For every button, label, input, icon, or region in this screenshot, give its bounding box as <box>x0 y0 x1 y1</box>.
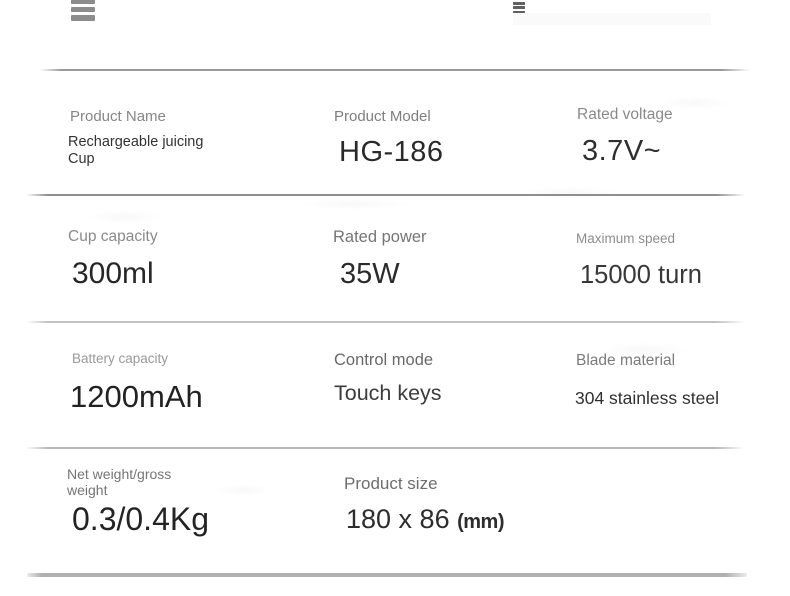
hamburger-bar <box>71 15 95 21</box>
faint-highlight-band <box>513 13 711 25</box>
spec-label-battery-capacity: Battery capacity <box>72 351 169 366</box>
spec-value-rated-voltage: 3.7V~ <box>582 135 662 167</box>
divider-after-row-2 <box>26 321 745 323</box>
spec-value-blade-material: 304 stainless steel <box>575 388 719 408</box>
hamburger-icon <box>71 0 95 21</box>
divider-after-row-3 <box>26 447 745 449</box>
spec-value-product-name: Rechargeable juicing Cup <box>68 134 204 167</box>
hamburger-icon-small <box>513 2 525 14</box>
artifact-smudge <box>660 96 730 110</box>
spec-label-product-model: Product Model <box>334 108 431 125</box>
artifact-smudge <box>600 342 690 358</box>
spec-value-cup-capacity: 300ml <box>72 257 154 290</box>
spec-value-battery-capacity: 1200mAh <box>70 379 203 414</box>
spec-label-blade-material: Blade material <box>576 352 676 369</box>
product-size-unit: (mm) <box>457 511 504 533</box>
hamburger-bar <box>513 6 525 9</box>
spec-label-control-mode: Control mode <box>334 351 434 369</box>
bottom-bar <box>27 573 747 577</box>
spec-label-cup-capacity: Cup capacity <box>68 228 158 245</box>
spec-label-rated-power: Rated power <box>333 228 427 246</box>
divider-top <box>40 69 750 71</box>
spec-label-net-gross-weight: Net weight/gross weight <box>67 466 172 498</box>
product-size-number: 180 x 86 <box>346 504 458 534</box>
spec-value-maximum-speed: 15000 turn <box>580 261 702 289</box>
spec-label-product-size: Product size <box>344 474 438 493</box>
artifact-smudge <box>300 198 410 210</box>
hamburger-bar <box>513 2 525 5</box>
spec-label-product-name: Product Name <box>70 108 166 125</box>
divider-after-row-1 <box>26 194 745 196</box>
spec-value-product-size: 180 x 86 (mm) <box>346 504 504 535</box>
artifact-smudge <box>520 186 620 200</box>
spec-value-net-gross-weight: 0.3/0.4Kg <box>72 501 209 537</box>
hamburger-bar <box>513 10 525 14</box>
spec-value-rated-power: 35W <box>340 258 400 290</box>
spec-label-rated-voltage: Rated voltage <box>577 106 673 123</box>
spec-label-maximum-speed: Maximum speed <box>576 231 676 246</box>
hamburger-bar <box>71 0 95 4</box>
spec-value-control-mode: Touch keys <box>334 381 442 405</box>
spec-value-product-model: HG-186 <box>339 136 444 168</box>
hamburger-bar <box>71 6 95 12</box>
artifact-smudge <box>214 484 274 496</box>
artifact-smudge <box>86 210 166 224</box>
